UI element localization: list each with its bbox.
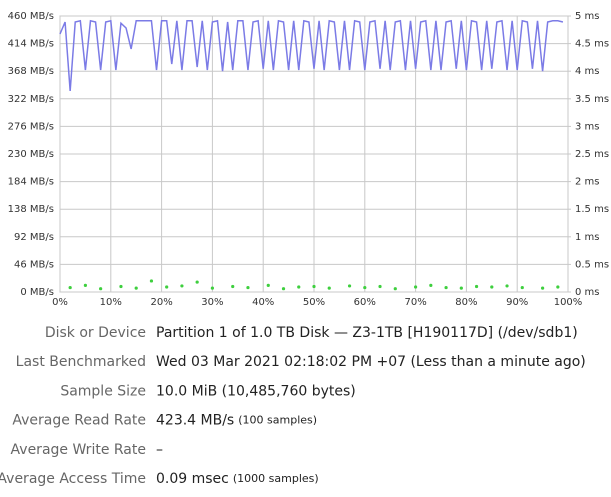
details: Disk or Device Partition 1 of 1.0 TB Disk… — [0, 325, 586, 487]
y-tick-label: 460 MB/s — [8, 11, 54, 22]
x-tick-label: 20% — [150, 297, 172, 308]
x-tick-label: 30% — [201, 297, 223, 308]
detail-value-line: – — [156, 442, 163, 458]
access-time-point — [266, 283, 270, 287]
access-time-point — [134, 286, 138, 290]
access-time-point — [231, 284, 235, 289]
read-rate-line — [59, 19, 564, 92]
y-tick-label: 368 MB/s — [8, 66, 54, 77]
detail-label: Average Write Rate — [11, 442, 146, 458]
y2-tick-label: 3 ms — [575, 121, 600, 132]
y2-tick-label: 4.5 ms — [575, 39, 609, 50]
access-time-point — [210, 286, 214, 290]
y-tick-label: 92 MB/s — [14, 232, 54, 243]
access-time-point — [474, 284, 479, 289]
x-tick-label: 0% — [52, 297, 68, 308]
detail-label: Average Access Time — [0, 471, 146, 487]
x-tick-label: 90% — [506, 297, 528, 308]
y-tick-label: 414 MB/s — [8, 39, 54, 50]
x-tick-label: 10% — [100, 297, 122, 308]
y-tick-label: 0 MB/s — [20, 287, 54, 298]
x-tick-label: 80% — [455, 297, 477, 308]
y-tick-label: 322 MB/s — [8, 94, 54, 105]
access-time-point — [246, 285, 250, 290]
access-time-point — [520, 285, 524, 290]
detail-value-line: Partition 1 of 1.0 TB Disk — Z3-1TB [H19… — [156, 325, 578, 341]
detail-label: Sample Size — [60, 383, 146, 399]
y2-tick-label: 3.5 ms — [575, 94, 609, 105]
x-tick-label: 40% — [252, 297, 274, 308]
detail-value: 0.09 msec — [156, 471, 229, 487]
access-time-point — [444, 285, 448, 290]
access-time-point — [490, 285, 494, 289]
detail-label: Disk or Device — [45, 325, 146, 341]
access-time-point — [541, 286, 545, 290]
x-tick-label: 100% — [554, 297, 583, 308]
x-tick-label: 70% — [404, 297, 426, 308]
access-time-point — [429, 283, 433, 287]
detail-value-line: 0.09 msec (1000 samples) — [156, 471, 319, 487]
access-time-point — [180, 284, 184, 288]
access-time-point — [165, 285, 169, 289]
detail-value: 10.0 MiB (10,485,760 bytes) — [156, 383, 356, 399]
x-tick-label: 50% — [303, 297, 325, 308]
access-time-point — [347, 284, 352, 288]
y2-tick-label: 0 ms — [575, 287, 600, 298]
y2-tick-label: 2.5 ms — [575, 149, 609, 160]
detail-value: – — [156, 442, 163, 458]
access-time-point — [312, 284, 316, 289]
y-tick-label: 276 MB/s — [8, 121, 54, 132]
detail-value-line: 423.4 MB/s (100 samples) — [156, 413, 317, 429]
x-tick-label: 60% — [354, 297, 376, 308]
access-time-point — [556, 285, 560, 289]
y-tick-label: 46 MB/s — [14, 259, 54, 270]
detail-label: Average Read Rate — [12, 413, 146, 429]
access-time-point — [195, 280, 199, 284]
access-time-point — [378, 284, 382, 289]
detail-value-line: Wed 03 Mar 2021 02:18:02 PM +07 (Less th… — [156, 354, 586, 370]
access-time-point — [281, 287, 286, 291]
y2-tick-label: 4 ms — [575, 66, 600, 77]
access-time-point — [149, 279, 154, 283]
detail-note: (100 samples) — [238, 414, 317, 427]
y2-tick-label: 1 ms — [575, 232, 600, 243]
access-time-point — [297, 285, 301, 289]
access-time-point — [83, 283, 87, 287]
detail-value-line: 10.0 MiB (10,485,760 bytes) — [156, 383, 356, 399]
detail-note: (1000 samples) — [233, 472, 319, 485]
y-tick-label: 230 MB/s — [8, 149, 54, 160]
y2-tick-label: 2 ms — [575, 177, 600, 188]
y-tick-label: 138 MB/s — [8, 204, 54, 215]
access-time-point — [414, 285, 418, 289]
access-time-point — [505, 284, 509, 288]
access-time-point — [68, 285, 72, 290]
y2-tick-label: 0.5 ms — [575, 259, 609, 270]
detail-value: 423.4 MB/s — [156, 413, 234, 429]
y2-tick-label: 5 ms — [575, 11, 600, 22]
access-time-point — [363, 285, 367, 290]
y-tick-label: 184 MB/s — [8, 177, 54, 188]
access-time-point — [119, 284, 123, 289]
detail-value: Partition 1 of 1.0 TB Disk — Z3-1TB [H19… — [156, 325, 578, 341]
access-time-point — [393, 287, 397, 291]
access-time-point — [99, 287, 103, 291]
detail-label: Last Benchmarked — [16, 354, 146, 370]
access-time-point — [327, 286, 331, 290]
detail-value: Wed 03 Mar 2021 02:18:02 PM +07 (Less th… — [156, 354, 586, 370]
access-time-point — [459, 286, 463, 290]
y2-tick-label: 1.5 ms — [575, 204, 609, 215]
